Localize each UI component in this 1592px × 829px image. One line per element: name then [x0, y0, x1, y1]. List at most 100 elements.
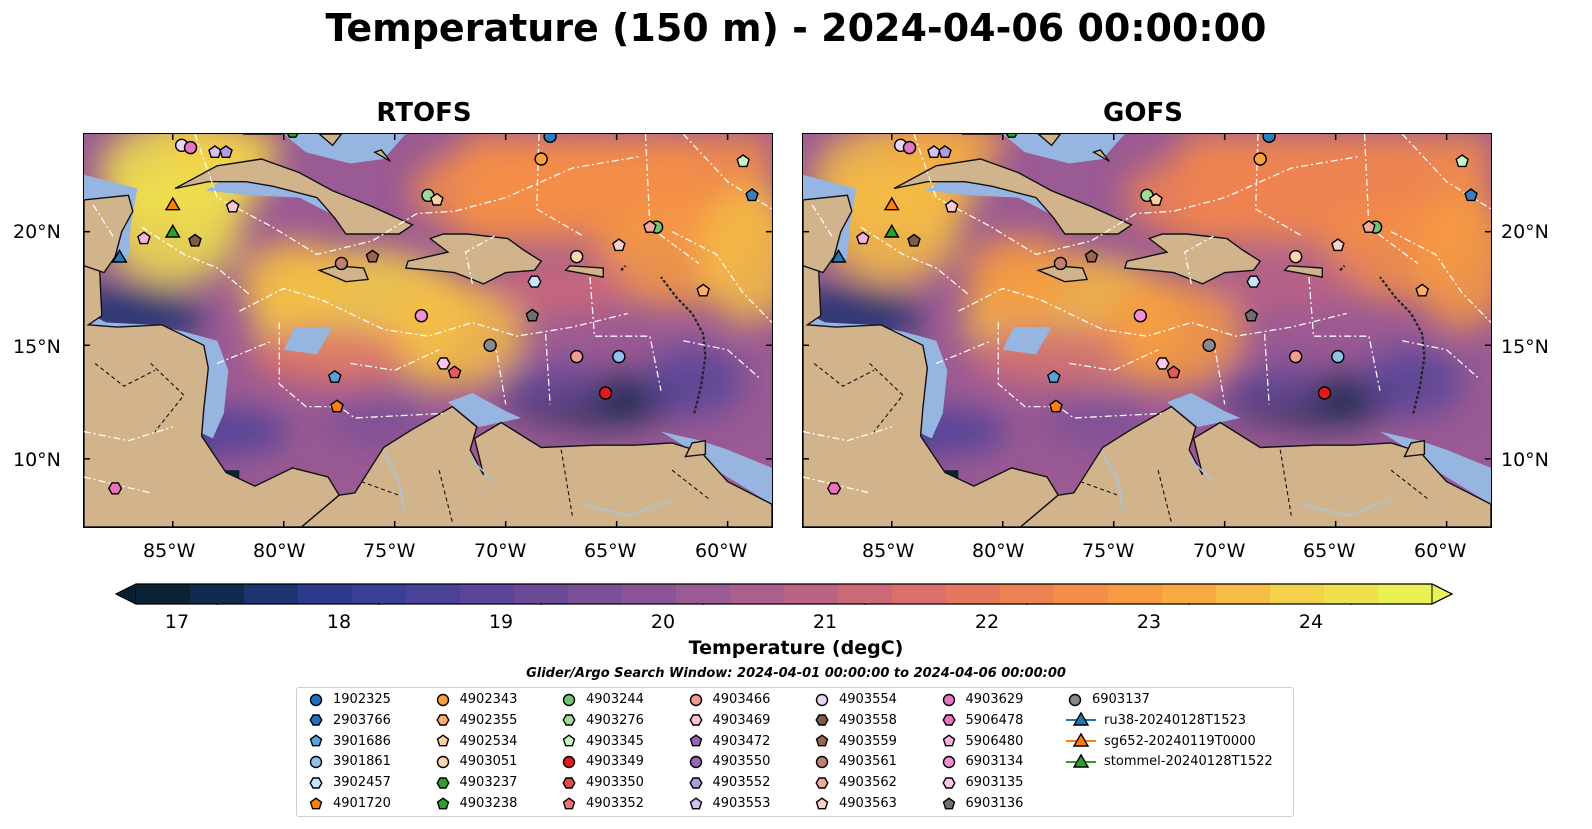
colorbar-tick-22: 22	[974, 611, 1000, 633]
legend-circle-icon	[689, 755, 702, 769]
legend-marker-icon	[689, 693, 702, 706]
colorbar-bin	[622, 584, 677, 604]
legend-hexagon-icon	[688, 714, 703, 726]
colorbar-bin	[1270, 584, 1325, 604]
marker-4902355	[1415, 283, 1430, 297]
legend-item: 4902534	[434, 732, 517, 751]
legend-marker-icon	[309, 755, 323, 769]
legend-marker-icon	[435, 776, 450, 789]
legend-label: 4903350	[586, 775, 644, 791]
colorbar	[114, 583, 1454, 605]
legend-label: 4903345	[586, 733, 644, 749]
marker-4903352	[447, 365, 462, 379]
legend-triangle-icon	[1072, 732, 1090, 747]
colorbar-tick-19: 19	[488, 611, 514, 633]
legend-circle-icon	[942, 755, 955, 769]
legend-label: sg652-20240119T0000	[1104, 733, 1256, 749]
legend-item: 6903134	[940, 752, 1023, 771]
marker-4903466	[569, 349, 584, 364]
legend-label: 3902457	[333, 775, 391, 791]
legend-triangle-icon	[1072, 711, 1090, 726]
legend-item: 6903135	[940, 773, 1023, 792]
legend-item: 4903552	[687, 773, 771, 792]
legend-hexagon-icon	[435, 776, 450, 789]
colorbar-bin	[1054, 584, 1109, 604]
marker-5906478	[107, 482, 123, 495]
lon-label-left-70: 70°W	[474, 540, 527, 562]
marker-4903629	[902, 140, 917, 155]
marker-2903766	[1464, 188, 1478, 202]
colorbar-tick-23: 23	[1136, 611, 1162, 633]
legend-label: 5906478	[965, 712, 1024, 728]
legend-marker-icon	[1066, 711, 1096, 726]
legend-marker-icon	[562, 693, 576, 706]
legend-pentagon-icon	[815, 734, 829, 747]
legend-marker-icon	[689, 734, 702, 747]
lon-label-left-60: 60°W	[695, 540, 748, 562]
marker-4903558	[188, 233, 202, 247]
legend-item: 4903244	[560, 690, 644, 709]
legend-item: 4903345	[560, 732, 644, 751]
colorbar-bin	[1000, 584, 1055, 604]
lat-label-right-10: 10°N	[1501, 449, 1549, 471]
marker-3901686	[327, 369, 342, 383]
legend-item: 5906480	[940, 732, 1023, 751]
colorbar-bin	[892, 584, 947, 604]
marker-3901686	[1046, 369, 1061, 383]
legend-pentagon-icon	[815, 796, 829, 809]
legend-marker-icon	[688, 714, 703, 726]
colorbar-bin	[352, 584, 407, 604]
lat-label-left-10: 10°N	[13, 449, 61, 471]
legend-item: 4903561	[813, 752, 897, 771]
legend-circle-icon	[309, 755, 323, 769]
colorbar-bin	[946, 584, 1001, 604]
legend-label: 4903352	[586, 796, 644, 811]
colorbar-tick-20: 20	[650, 611, 676, 633]
legend-item: 4903629	[940, 690, 1023, 709]
legend-item: 4901720	[307, 794, 391, 813]
legend-hexagon-icon	[435, 714, 450, 726]
legend-pentagon-icon	[436, 734, 449, 747]
legend-label: 4903552	[712, 775, 771, 791]
colorbar-bin	[730, 584, 785, 604]
legend-marker-icon	[815, 755, 829, 769]
legend-marker-icon	[942, 796, 955, 809]
panel-title-gofs: GOFS	[1103, 98, 1183, 128]
legend-pentagon-icon	[562, 796, 576, 809]
legend-hexagon-icon	[688, 776, 703, 789]
marker-4903051	[569, 249, 584, 264]
colorbar-over-arrow	[1431, 583, 1454, 605]
marker-4903237	[1005, 134, 1018, 138]
colorbar-bin	[676, 584, 731, 604]
legend-item: 4903553	[687, 794, 770, 813]
lon-label-left-85: 85°W	[143, 540, 196, 562]
marker-4903345	[1455, 154, 1469, 168]
legend-circle-icon	[562, 693, 576, 706]
lat-label-left-15: 15°N	[13, 336, 61, 358]
legend-marker-icon	[1066, 732, 1096, 747]
legend-marker-icon	[562, 776, 576, 789]
legend-circle-icon	[562, 755, 576, 769]
marker-4903563	[1331, 238, 1345, 252]
legend-circle-icon	[436, 755, 449, 769]
lon-label-right-70: 70°W	[1193, 540, 1246, 562]
legend-label: 4903558	[839, 712, 897, 728]
marker-4903558	[907, 233, 921, 247]
legend-item: 4903472	[687, 732, 770, 751]
marker-4903051	[1288, 249, 1303, 264]
gofs-map-canvas	[803, 134, 1491, 527]
marker-4903237	[286, 134, 299, 138]
legend-item: 3901861	[307, 752, 391, 771]
legend-item: 4903051	[434, 752, 517, 771]
colorbar-tick-21: 21	[812, 611, 838, 633]
legend-marker-icon	[815, 796, 829, 809]
legend-item: 4903559	[813, 732, 897, 751]
lat-label-left-20: 20°N	[13, 221, 61, 243]
legend-item: 4903237	[434, 773, 517, 792]
colorbar-tick-24: 24	[1298, 611, 1324, 633]
legend-label: 3901686	[333, 733, 391, 749]
colorbar-bin	[1324, 584, 1379, 604]
legend-marker-icon	[689, 755, 702, 769]
legend-hexagon-icon	[815, 776, 829, 789]
legend-circle-icon	[1068, 693, 1082, 706]
